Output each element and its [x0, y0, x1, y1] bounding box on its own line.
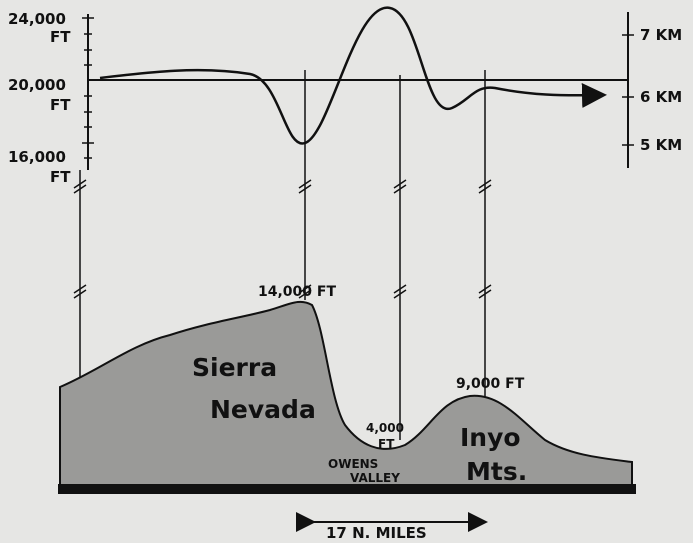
region-label: OWENS: [328, 457, 378, 471]
region-label: Nevada: [210, 395, 316, 424]
airflow-wave: [99, 6, 607, 145]
axis-label: 20,000: [8, 76, 66, 94]
region-label: Sierra: [192, 353, 277, 382]
valley-unit: FT: [378, 437, 395, 451]
valley-elevation: 4,000: [366, 421, 404, 435]
axis-label: 7 KM: [640, 26, 682, 44]
axis-label: 6 KM: [640, 88, 682, 106]
axis-label: 5 KM: [640, 136, 682, 154]
region-label: VALLEY: [350, 471, 400, 485]
region-label: Inyo: [460, 423, 521, 452]
axis-label: 16,000: [8, 148, 66, 166]
axis-unit: FT: [50, 168, 71, 186]
ground: [58, 484, 636, 494]
terrain: [59, 300, 633, 489]
peak-label: 14,000 FT: [258, 284, 336, 300]
scale-label: 17 N. MILES: [326, 524, 427, 542]
peak-label: 9,000 FT: [456, 376, 525, 392]
region-label: Mts.: [466, 457, 527, 486]
axis-unit: FT: [50, 96, 71, 114]
axis-unit: FT: [50, 28, 71, 46]
axes: [82, 12, 634, 170]
projection-lines: [73, 70, 492, 440]
axis-label: 24,000: [8, 10, 66, 28]
